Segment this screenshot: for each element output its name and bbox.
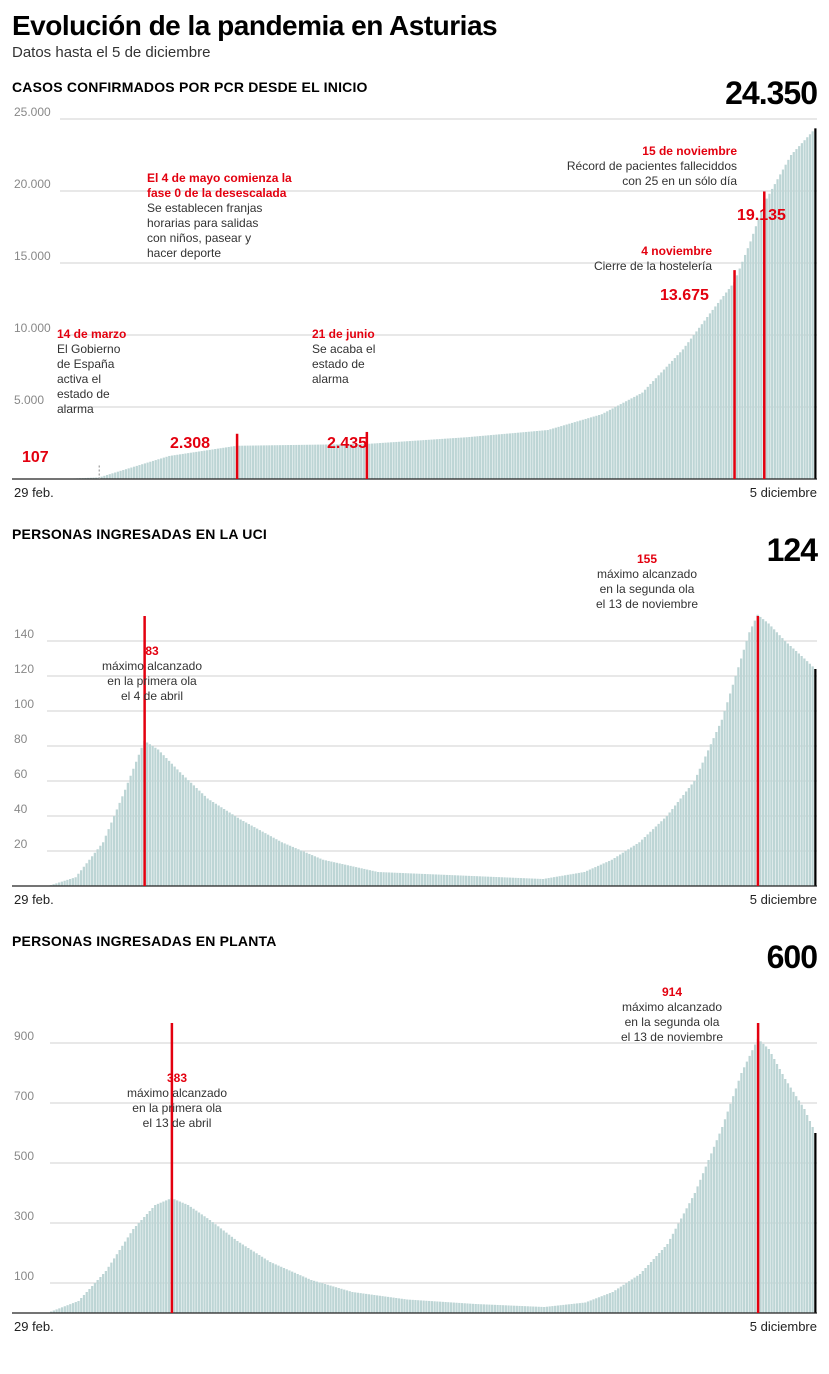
marker-value: 107: [22, 449, 49, 467]
chart1-plot: 5.000 10.000 15.000 20.000 25.000 29 feb. 5 di…: [12, 99, 817, 504]
svg-text:10.000: 10.000: [14, 321, 51, 335]
svg-text:40: 40: [14, 802, 28, 816]
chart3-title: PERSONAS INGRESADAS EN PLANTA: [12, 933, 817, 949]
annotation: 383máximo alcanzadoen la primera olael 1…: [107, 1071, 247, 1131]
svg-text:29 feb.: 29 feb.: [14, 1319, 54, 1334]
annotation: 83máximo alcanzadoen la primera olael 4 …: [82, 644, 222, 704]
annotation: 914máximo alcanzadoen la segunda olael 1…: [592, 985, 752, 1045]
svg-text:120: 120: [14, 662, 34, 676]
marker-value: 13.675: [660, 287, 709, 305]
svg-text:29 feb.: 29 feb.: [14, 485, 54, 500]
svg-text:15.000: 15.000: [14, 249, 51, 263]
svg-text:140: 140: [14, 627, 34, 641]
chart2-plot: 20 40 60 80 100 120 140 29 feb. 5 diciembre 83máx…: [12, 546, 817, 911]
chart-icu: PERSONAS INGRESADAS EN LA UCI 124 204060…: [12, 526, 817, 911]
chart-ward: PERSONAS INGRESADAS EN PLANTA 600 100300…: [12, 933, 817, 1338]
marker-value: 19.135: [737, 207, 786, 225]
chart3-plot: 100 300 500 700 900 29 feb. 5 diciembre 383máxi…: [12, 953, 817, 1338]
svg-text:5.000: 5.000: [14, 393, 44, 407]
svg-text:700: 700: [14, 1089, 34, 1103]
chart2-title: PERSONAS INGRESADAS EN LA UCI: [12, 526, 817, 542]
svg-text:500: 500: [14, 1149, 34, 1163]
svg-text:29 feb.: 29 feb.: [14, 892, 54, 907]
annotation: 15 de noviembreRécord de pacientes falle…: [537, 144, 737, 189]
svg-text:80: 80: [14, 732, 28, 746]
chart-pcr-cases: CASOS CONFIRMADOS POR PCR DESDE EL INICI…: [12, 79, 817, 504]
svg-text:20.000: 20.000: [14, 177, 51, 191]
annotation: 4 noviembreCierre de la hostelería: [577, 244, 712, 274]
annotation: 155máximo alcanzadoen la segunda olael 1…: [567, 552, 727, 612]
svg-text:100: 100: [14, 697, 34, 711]
annotation: 21 de junioSe acaba elestado dealarma: [312, 327, 402, 387]
svg-text:20: 20: [14, 837, 28, 851]
annotation: El 4 de mayo comienza la fase 0 de la de…: [147, 171, 307, 261]
svg-text:100: 100: [14, 1269, 34, 1283]
annotation: 14 de marzoEl Gobiernode Españaactiva el…: [57, 327, 152, 417]
svg-text:5 diciembre: 5 diciembre: [750, 1319, 817, 1334]
marker-value: 2.435: [327, 435, 367, 453]
svg-text:5 diciembre: 5 diciembre: [750, 892, 817, 907]
svg-text:300: 300: [14, 1209, 34, 1223]
chart1-title: CASOS CONFIRMADOS POR PCR DESDE EL INICI…: [12, 79, 817, 95]
page-subtitle: Datos hasta el 5 de diciembre: [12, 44, 817, 61]
svg-text:60: 60: [14, 767, 28, 781]
svg-text:25.000: 25.000: [14, 105, 51, 119]
svg-text:5 diciembre: 5 diciembre: [750, 485, 817, 500]
page-title: Evolución de la pandemia en Asturias: [12, 10, 817, 42]
svg-text:900: 900: [14, 1029, 34, 1043]
marker-value: 2.308: [170, 435, 210, 453]
